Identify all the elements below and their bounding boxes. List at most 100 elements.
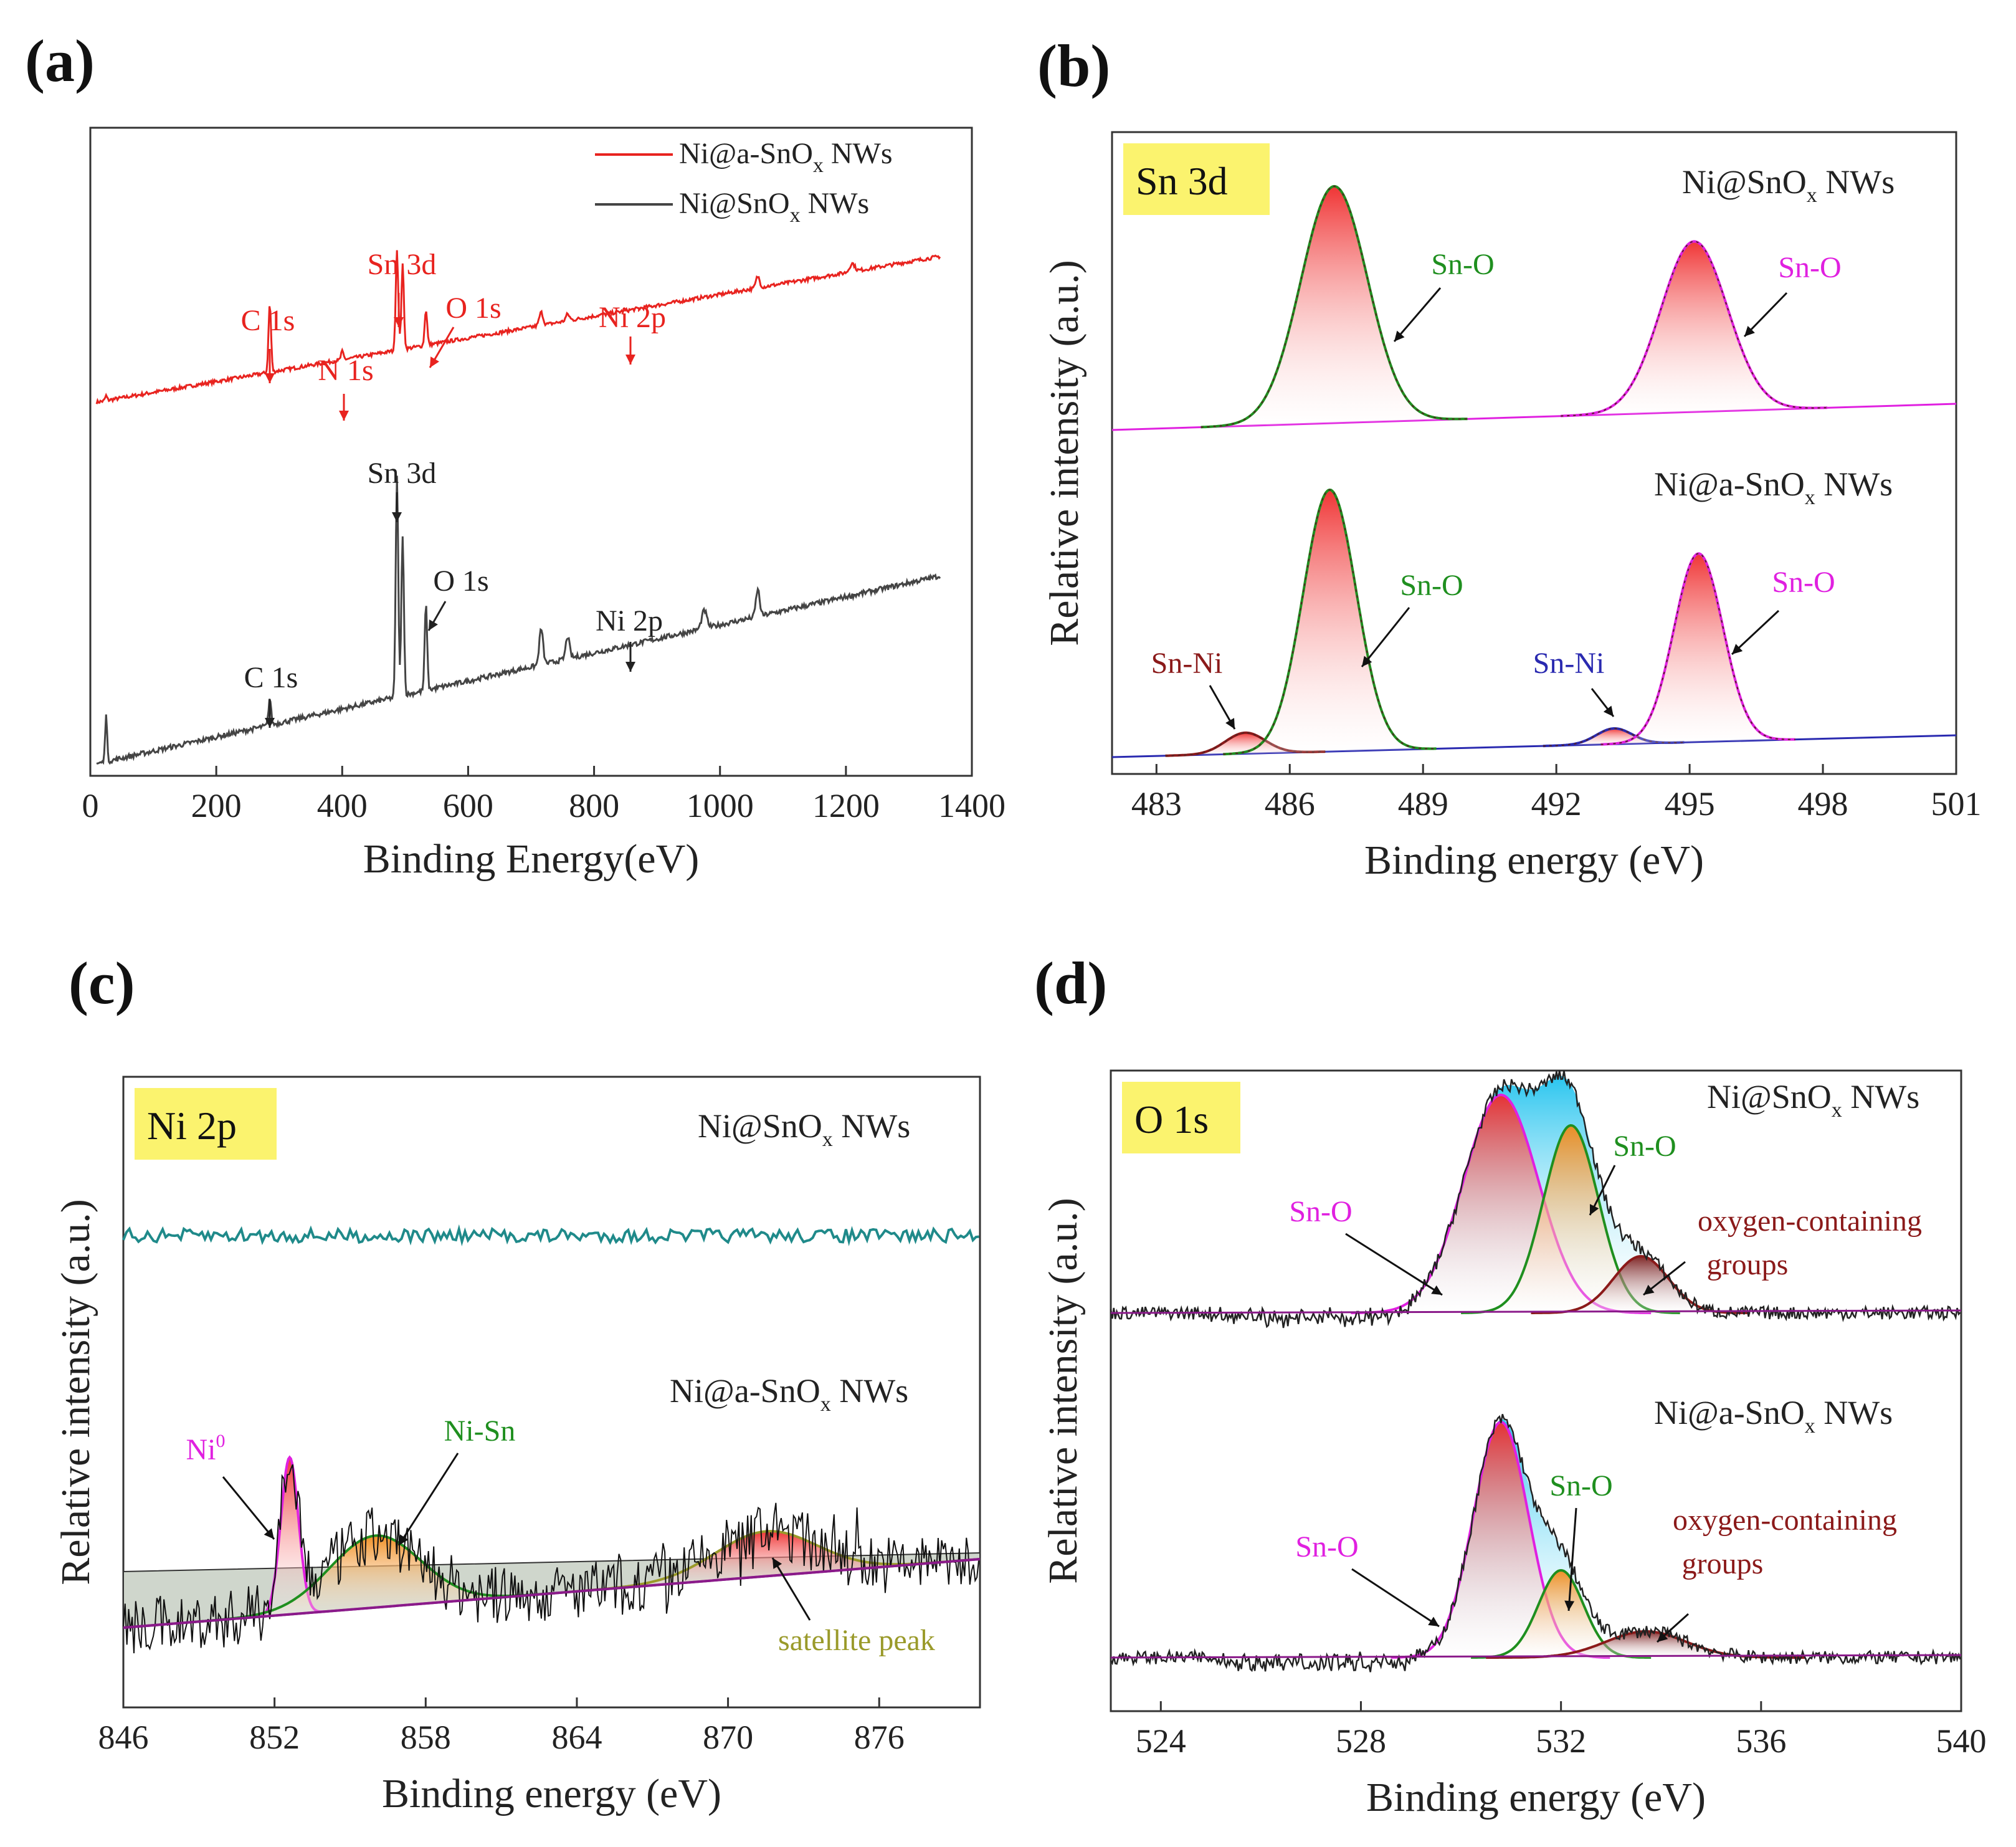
a-peak-label-2: Sn 3d — [368, 248, 437, 281]
panel-letter-b: (b) — [1037, 32, 1110, 99]
d-peak-arrow-0-1-head — [1590, 1204, 1599, 1215]
a-peak-arrow-1-head — [339, 411, 349, 421]
c-spectrum-top — [122, 1224, 979, 1247]
b-peak-fill-1-1 — [1223, 490, 1437, 755]
d-plot-frame — [1110, 1069, 1962, 1712]
a-peak-label-3: O 1s — [445, 292, 501, 325]
d-peak-fill-0-2 — [1531, 1256, 1751, 1313]
a-peak-arrow-8-head — [265, 718, 275, 728]
d-peak-label-1-0: Sn-O — [1295, 1530, 1358, 1563]
a-series-line-1 — [96, 475, 941, 765]
d-peak-arrow-1-1-head — [1564, 1600, 1575, 1611]
a-x-tick-label-7: 1400 — [938, 787, 1006, 824]
d-x-tick-label-2: 532 — [1536, 1722, 1586, 1760]
c-peak-label-2: satellite peak — [778, 1624, 935, 1657]
b-peak-raw-1-3 — [1600, 553, 1795, 745]
d-x-tick-label-4: 540 — [1936, 1722, 1987, 1760]
a-peak-label-7: Ni 2p — [596, 604, 663, 637]
a-peak-arrow-3-head — [430, 356, 439, 368]
c-peak-arrow-2 — [771, 1557, 811, 1621]
b-peak-arrow-3 — [1361, 607, 1410, 667]
panel-letter-d: (d) — [1034, 950, 1107, 1016]
c-sample-label-0: Ni@SnOx NWs — [698, 1107, 910, 1151]
b-peak-raw-1-1 — [1223, 489, 1437, 755]
panel-letter-c: (c) — [69, 950, 135, 1016]
a-x-tick-label-4: 800 — [569, 787, 619, 824]
b-x-tick-label-4: 495 — [1665, 785, 1715, 823]
b-peak-arrow-1-head — [1744, 325, 1755, 336]
a-x-tick-label-5: 1000 — [687, 787, 754, 824]
b-peak-arrow-0 — [1393, 287, 1442, 342]
c-x-tick-label-5: 876 — [854, 1719, 905, 1756]
panel-b-sn3d-chart: 483 486 489 492 495 498 501 Binding energy (eV)… — [1042, 131, 1982, 883]
c-x-tick-label-2: 858 — [401, 1719, 451, 1756]
a-peak-arrow-0-head — [265, 373, 275, 383]
panel-c-ni2p-chart: 846 852 858 864 870 876 Binding energy (eV) Rel… — [53, 1076, 981, 1816]
a-peak-arrow-4-head — [625, 355, 635, 365]
c-y-axis-title: Relative intensity (a.u.) — [53, 1199, 98, 1585]
d-peak-label2-1-2: groups — [1682, 1547, 1764, 1580]
a-series-line-0 — [95, 250, 941, 404]
b-peak-arrow-2-head — [1225, 718, 1235, 729]
d-sample-label-0: Ni@SnOx NWs — [1707, 1078, 1919, 1122]
d-baseline-0 — [1110, 1309, 1962, 1314]
d-region-label: O 1s — [1134, 1097, 1209, 1142]
b-peak-raw-1-0 — [1165, 732, 1326, 756]
b-peak-arrow-3-head — [1362, 656, 1372, 667]
panel-a-survey-chart: 0 200 400 600 800 1000 1200 1400 Binding Energy(… — [82, 126, 1006, 882]
b-peak-label-5: Sn-O — [1772, 566, 1835, 599]
a-x-tick-label-6: 1200 — [812, 787, 880, 824]
b-peak-fill-0-1 — [1561, 241, 1828, 416]
panel-letter-a: (a) — [25, 27, 95, 94]
c-peak-fill-1 — [194, 1535, 557, 1622]
d-peak-label-0-1: Sn-O — [1613, 1130, 1676, 1163]
c-peak-label-1: Ni-Sn — [444, 1415, 516, 1448]
b-sample-label-1: Ni@a-SnOx NWs — [1654, 465, 1893, 509]
c-x-tick-label-1: 852 — [249, 1719, 300, 1756]
a-peak-arrow-2-head — [394, 317, 404, 327]
a-peak-label-8: C 1s — [244, 661, 298, 694]
b-peak-arrow-1 — [1743, 292, 1788, 338]
d-peak-fill-1-2 — [1486, 1631, 1807, 1658]
d-y-axis-title: Relative intensity (a.u.) — [1040, 1198, 1086, 1584]
c-peak-arrow-1-head — [399, 1534, 409, 1545]
d-peak-arrow-1-0 — [1351, 1568, 1440, 1628]
c-peak-arrow-0 — [222, 1476, 275, 1540]
b-x-tick-label-3: 492 — [1531, 785, 1582, 823]
c-x-axis-title: Binding energy (eV) — [382, 1771, 721, 1816]
a-peak-label-0: C 1s — [241, 304, 295, 337]
b-peak-arrow-5-head — [1732, 644, 1743, 654]
d-x-tick-label-1: 528 — [1336, 1722, 1386, 1760]
a-legend-label-1: Ni@SnOx NWs — [679, 187, 869, 227]
d-peak-arrow-0-0 — [1345, 1233, 1443, 1296]
a-x-tick-label-2: 400 — [317, 787, 368, 824]
b-peak-raw-0-0 — [1201, 185, 1468, 428]
c-region-label-bg — [135, 1088, 277, 1160]
b-plot-frame — [1111, 131, 1957, 775]
c-plot-frame — [122, 1076, 981, 1709]
d-peak-fill-0-1 — [1461, 1125, 1681, 1313]
d-peak-arrow-1-0-head — [1428, 1616, 1439, 1626]
d-peak-fill-1-1 — [1471, 1570, 1652, 1658]
d-peak-label-0-0: Sn-O — [1289, 1195, 1352, 1228]
d-peak-fill-0-0 — [1351, 1095, 1652, 1313]
c-sample-label-1: Ni@a-SnOx NWs — [670, 1372, 908, 1416]
a-peak-label-5: Sn 3d — [368, 457, 437, 490]
d-baseline-1 — [1110, 1654, 1962, 1659]
b-peak-fill-1-3 — [1600, 553, 1797, 745]
c-peak-fill-0 — [254, 1457, 325, 1618]
d-peak-label2-0-2: groups — [1707, 1248, 1789, 1281]
b-x-tick-label-2: 489 — [1398, 785, 1448, 823]
c-baseline-top — [123, 1558, 981, 1629]
c-x-tick-label-4: 870 — [703, 1719, 753, 1756]
b-x-axis-title: Binding energy (eV) — [1364, 838, 1704, 883]
b-y-axis-title: Relative intensity (a.u.) — [1042, 260, 1087, 646]
c-peak-fill-2 — [564, 1531, 968, 1593]
b-peak-arrow-5 — [1731, 609, 1780, 656]
c-x-tick-label-0: 846 — [98, 1719, 149, 1756]
d-peak-arrow-1-2-head — [1657, 1631, 1668, 1642]
d-peak-arrow-0-0-head — [1431, 1285, 1442, 1295]
a-x-tick-label-1: 200 — [191, 787, 242, 824]
b-peak-raw-0-1 — [1561, 241, 1828, 417]
a-plot-frame — [89, 126, 973, 777]
